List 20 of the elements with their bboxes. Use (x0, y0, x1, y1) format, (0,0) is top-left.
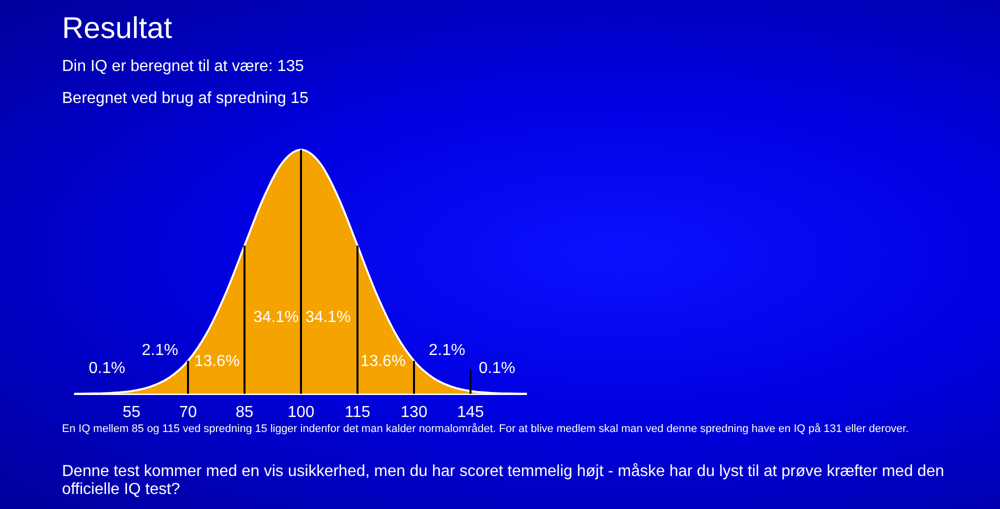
x-tick-label: 100 (288, 404, 314, 421)
text: Denne test kommer med en vis usikkerhed, men du har scoret temmelig højt - måske har du lyst til at prøve kræfter med den officielle IQ test? (62, 463, 946, 499)
annotation: 0.1% (88, 360, 126, 378)
x-tick-label: 145 (457, 404, 484, 421)
x-tick-label: 55 (122, 404, 140, 421)
text: Beregnet ved brug af spredning 15 (62, 90, 308, 108)
text: En IQ mellem 85 og 115 ved spredning 15 ligger indenfor det man kalder normalområdet. For at blive medlem skal man ved denne spredning have en IQ på 131 eller derover. (62, 423, 909, 435)
x-tick-label: 130 (400, 404, 428, 421)
chart-subtitle: Din IQ er beregnet til at være: 135 (62, 58, 304, 76)
chart-title: Resultat (62, 12, 172, 46)
annotation: 0.1% (478, 360, 516, 378)
annotation: 2.1% (142, 342, 178, 360)
x-tick-label: 85 (236, 404, 254, 421)
annotation: 2.1% (428, 342, 466, 360)
annotation: 34.1% (305, 309, 351, 327)
annotation: 13.6% (194, 353, 240, 371)
x-tick-label: 115 (344, 404, 370, 421)
annotation: 34.1% (253, 309, 299, 327)
x-tick-label: 70 (179, 404, 197, 421)
annotation: 13.6% (360, 353, 406, 371)
